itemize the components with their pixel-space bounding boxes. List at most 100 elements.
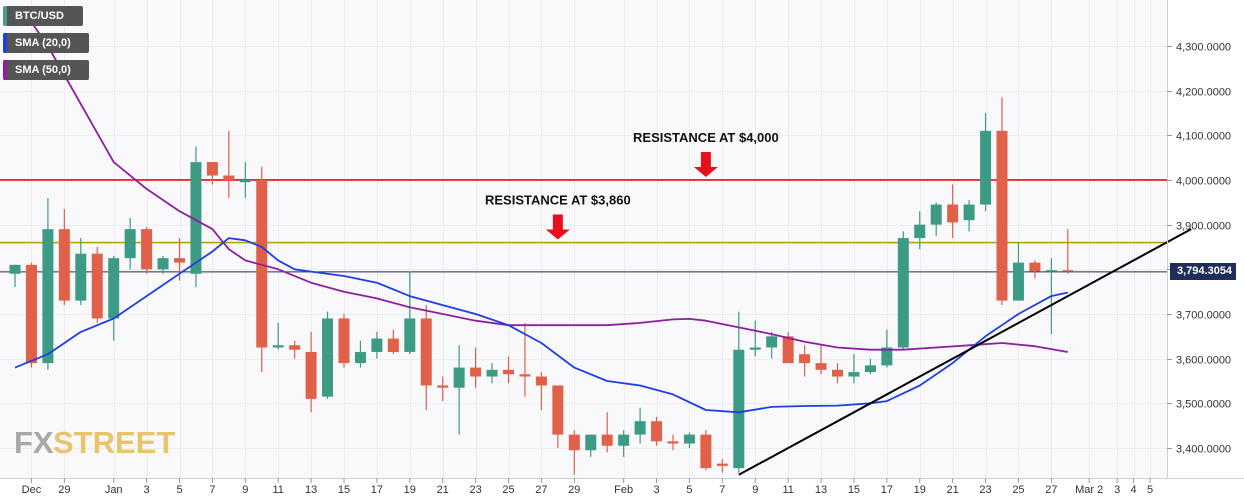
y-tick-label: 4,000.0000: [1176, 176, 1231, 188]
y-axis-ticks: 3,400.0000 3,500.0000 3,600.0000 3,700.0000…: [1167, 42, 1231, 456]
legend-item[interactable]: SMA (50,0): [3, 60, 89, 80]
support-trendline: [738, 228, 1192, 476]
candle-body: [470, 367, 482, 377]
x-tick-label: 11: [272, 484, 283, 496]
candle-body: [91, 253, 103, 319]
candle-body: [289, 345, 301, 350]
y-tick-label: 4,300.0000: [1176, 42, 1231, 54]
candle-body: [815, 363, 827, 370]
candle-body: [766, 336, 778, 348]
x-tick-label: 23: [979, 484, 991, 496]
x-tick-label: 4: [1131, 484, 1137, 496]
candle-body: [437, 385, 449, 388]
x-axis-ticks: Dec 29 Jan 3 5 7 9 11 13 15 17 19 21 23 25 27 29 Feb 3 5 7 9 1…: [22, 478, 1153, 496]
candle-body: [190, 162, 202, 274]
candle-body: [881, 347, 893, 366]
candles: [9, 97, 1074, 475]
candle-body: [601, 434, 613, 446]
candle-body: [683, 434, 695, 444]
candle-body: [75, 253, 87, 301]
grid-lines: [0, 0, 1167, 478]
fxstreet-watermark: FX STREET: [14, 425, 175, 460]
sma-50-line: [22, 9, 1068, 353]
candle-body: [1045, 270, 1057, 272]
candle-body: [387, 338, 399, 352]
candle-body: [354, 351, 366, 364]
legend-swatch: [3, 60, 7, 80]
y-tick-label: 3,500.0000: [1176, 399, 1231, 411]
candle-body: [239, 179, 251, 183]
legend-swatch: [3, 6, 7, 26]
candle-body: [733, 349, 745, 469]
x-tick-label: 9: [242, 484, 248, 496]
watermark-street: STREET: [53, 425, 175, 460]
x-tick-label: 3: [1114, 484, 1120, 496]
candle-body: [9, 264, 21, 274]
candle-body: [930, 204, 942, 225]
candle-body: [322, 318, 334, 397]
candle-body: [141, 229, 153, 270]
candle-body: [799, 354, 811, 364]
x-tick-label: Feb: [614, 484, 633, 496]
x-tick-label: Dec: [22, 484, 42, 496]
candle-body: [486, 369, 498, 377]
legend-item[interactable]: BTC/USD: [3, 6, 83, 26]
candle-body: [864, 365, 876, 373]
legend-item[interactable]: SMA (20,0): [3, 33, 89, 53]
candle-body: [651, 421, 663, 442]
candle-body: [716, 463, 728, 466]
last-price-tag: 3,794.3054: [1170, 263, 1237, 281]
candle-body: [124, 229, 136, 259]
candle-body: [634, 421, 646, 435]
legend-swatch: [3, 33, 7, 53]
y-tick-label: 3,400.0000: [1176, 444, 1231, 456]
x-tick-label: 3: [653, 484, 659, 496]
legend-label: BTC/USD: [15, 10, 64, 22]
x-tick-label: 21: [437, 484, 449, 496]
x-tick-label: 11: [782, 484, 793, 496]
candle-body: [42, 229, 54, 364]
plot-area: [0, 0, 1167, 478]
legend-label: SMA (50,0): [15, 64, 71, 76]
candle-body: [420, 318, 432, 386]
x-tick-label: 15: [338, 484, 350, 496]
x-tick-label: 17: [371, 484, 383, 496]
candle-body: [700, 434, 712, 469]
x-tick-label: 5: [686, 484, 692, 496]
y-tick-label: 3,700.0000: [1176, 310, 1231, 322]
axes: [0, 0, 1244, 479]
candle-body: [897, 238, 909, 348]
candle-body: [963, 204, 975, 221]
candle-body: [782, 336, 794, 364]
x-tick-label: 13: [815, 484, 827, 496]
y-tick-label: 3,900.0000: [1176, 221, 1231, 233]
x-tick-label: 13: [305, 484, 317, 496]
sma-20-line: [14, 237, 1068, 414]
candle-body: [552, 385, 564, 435]
candle-body: [1062, 270, 1074, 272]
x-tick-label: 7: [719, 484, 725, 496]
resistance-annotation: RESISTANCE AT $4,000: [633, 130, 779, 145]
x-tick-label: 19: [404, 484, 416, 496]
x-tick-label: 3: [144, 484, 150, 496]
x-tick-label: 17: [881, 484, 893, 496]
down-arrow-icon: [545, 214, 570, 240]
candle-body: [174, 258, 185, 263]
x-tick-label: 5: [1147, 484, 1153, 496]
resistance-annotation: RESISTANCE AT $3,860: [485, 193, 631, 208]
x-tick-label: 27: [1045, 484, 1057, 496]
candle-body: [305, 351, 317, 399]
x-tick-label: 27: [535, 484, 547, 496]
x-tick-label: 23: [469, 484, 481, 496]
x-tick-label: 25: [502, 484, 514, 496]
candle-body: [272, 345, 284, 348]
annotations: RESISTANCE AT $4,000 RESISTANCE AT $3,860: [485, 130, 779, 240]
candle-body: [1012, 262, 1024, 301]
candle-body: [667, 441, 679, 444]
candle-body: [568, 434, 580, 451]
y-tick-label: 4,100.0000: [1176, 131, 1231, 143]
candle-body: [618, 434, 630, 446]
candle-body: [535, 376, 547, 386]
candle-body: [503, 369, 514, 375]
